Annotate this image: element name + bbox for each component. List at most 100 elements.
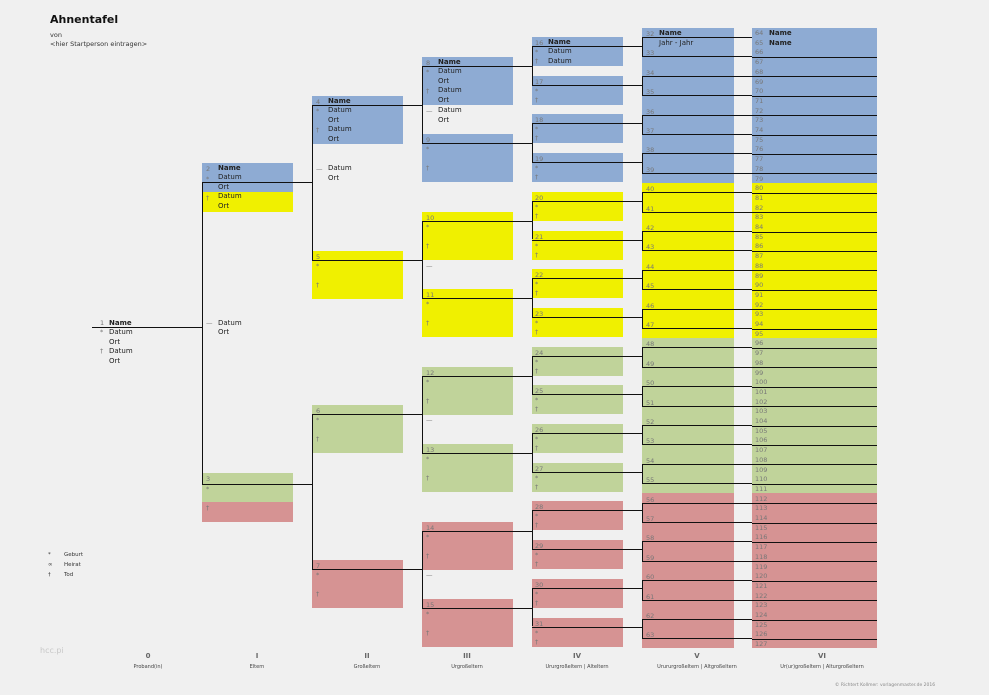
generation-vi-band[interactable] [752, 338, 877, 493]
person-name[interactable]: Name [328, 97, 351, 105]
person-1-death-date[interactable]: Datum [109, 347, 133, 355]
person-box[interactable] [422, 444, 513, 492]
death-place[interactable]: Ort [218, 202, 230, 210]
person-name[interactable]: Name [548, 38, 571, 46]
birth-symbol: * [535, 164, 539, 173]
person-number: 15 [426, 601, 435, 609]
person-box[interactable] [532, 269, 623, 299]
generation-roman-6: VI [817, 652, 827, 660]
birth-place[interactable]: Ort [438, 77, 450, 85]
person-box[interactable] [532, 617, 623, 647]
connector-line [532, 316, 642, 318]
person-32-years[interactable]: Jahr - Jahr [659, 39, 694, 47]
connector-line [642, 75, 752, 77]
connector-line [752, 600, 877, 602]
connector-line [642, 308, 643, 328]
person-box[interactable] [532, 191, 623, 221]
death-date[interactable]: Datum [218, 192, 242, 200]
connector-line [642, 560, 752, 562]
person-box[interactable] [532, 307, 623, 337]
person-number: 86 [755, 242, 764, 251]
person-box[interactable] [202, 163, 293, 192]
person-1-birth-place[interactable]: Ort [109, 338, 121, 346]
person-box[interactable] [532, 75, 623, 105]
person-number: 81 [755, 193, 764, 202]
person-1-name[interactable]: Name [109, 319, 132, 327]
birth-date[interactable]: Datum [218, 173, 242, 181]
person-box[interactable] [532, 501, 623, 531]
birth-place[interactable]: Ort [328, 116, 340, 124]
generation-vi-band[interactable] [752, 493, 877, 648]
person-box[interactable] [422, 289, 513, 337]
generation-v-band[interactable] [642, 338, 734, 493]
birth-date[interactable]: Datum [548, 47, 572, 55]
birth-date[interactable]: Datum [328, 106, 352, 114]
generation-roman-1: I [255, 652, 259, 660]
person-box[interactable] [532, 540, 623, 570]
marriage-date[interactable]: Datum [328, 164, 352, 172]
generation-v-band[interactable] [642, 493, 734, 648]
connector-line [752, 328, 877, 330]
person-number: 116 [755, 533, 768, 542]
generation-v-band[interactable] [642, 28, 734, 183]
person-1-birth-date[interactable]: Datum [109, 328, 133, 336]
person-box[interactable] [532, 37, 623, 66]
person-box[interactable] [422, 367, 513, 415]
generation-vi-band[interactable] [752, 28, 877, 183]
death-date[interactable]: Datum [438, 86, 462, 94]
person-number: 59 [646, 553, 655, 562]
person-box[interactable] [202, 192, 293, 212]
birth-place[interactable]: Ort [218, 183, 230, 191]
person-1-death-place[interactable]: Ort [109, 357, 121, 365]
person-box[interactable] [312, 251, 403, 299]
person-number: 26 [535, 426, 544, 434]
startperson-label[interactable]: <hier Startperson eintragen> [50, 40, 148, 48]
person-box[interactable] [532, 462, 623, 492]
person-box[interactable] [532, 230, 623, 260]
marriage-place[interactable]: Ort [218, 328, 230, 336]
death-place[interactable]: Ort [328, 135, 340, 143]
person-64-name[interactable]: Name [769, 29, 792, 37]
death-date[interactable]: Datum [328, 125, 352, 133]
marriage-date[interactable]: Datum [218, 319, 242, 327]
person-box[interactable] [532, 424, 623, 453]
person-box[interactable] [532, 346, 623, 376]
marriage-symbol: — [426, 262, 433, 270]
generation-v-band[interactable] [642, 183, 734, 338]
person-box[interactable] [312, 405, 403, 453]
birth-symbol: * [316, 416, 320, 424]
connector-line [642, 153, 643, 173]
birth-date[interactable]: Datum [438, 67, 462, 75]
person-box[interactable] [422, 599, 513, 647]
person-32-name[interactable]: Name [659, 29, 682, 37]
person-box[interactable] [312, 96, 403, 144]
person-number: 31 [535, 619, 544, 628]
marriage-place[interactable]: Ort [438, 116, 450, 124]
person-number: 16 [535, 39, 544, 47]
death-date[interactable]: Datum [548, 57, 572, 65]
person-box[interactable] [422, 212, 513, 260]
person-box[interactable] [532, 153, 623, 183]
person-box[interactable] [532, 578, 623, 608]
person-box[interactable] [202, 502, 293, 522]
connector-line [642, 269, 643, 290]
person-name[interactable]: Name [218, 164, 241, 172]
death-symbol: † [535, 250, 539, 259]
connector-line [752, 76, 877, 78]
person-box[interactable] [532, 114, 623, 144]
person-number: 28 [535, 503, 544, 512]
death-symbol: † [535, 211, 539, 220]
person-box[interactable] [202, 473, 293, 502]
person-box[interactable] [532, 385, 623, 415]
generation-vi-band[interactable] [752, 183, 877, 338]
person-65-name[interactable]: Name [769, 39, 792, 47]
marriage-place[interactable]: Ort [328, 174, 340, 182]
person-name[interactable]: Name [438, 58, 461, 66]
death-symbol: † [426, 629, 430, 637]
death-place[interactable]: Ort [438, 96, 450, 104]
person-box[interactable] [312, 560, 403, 608]
person-box[interactable] [422, 134, 513, 182]
person-box[interactable] [422, 522, 513, 570]
marriage-date[interactable]: Datum [438, 106, 462, 114]
person-box[interactable] [422, 57, 513, 105]
